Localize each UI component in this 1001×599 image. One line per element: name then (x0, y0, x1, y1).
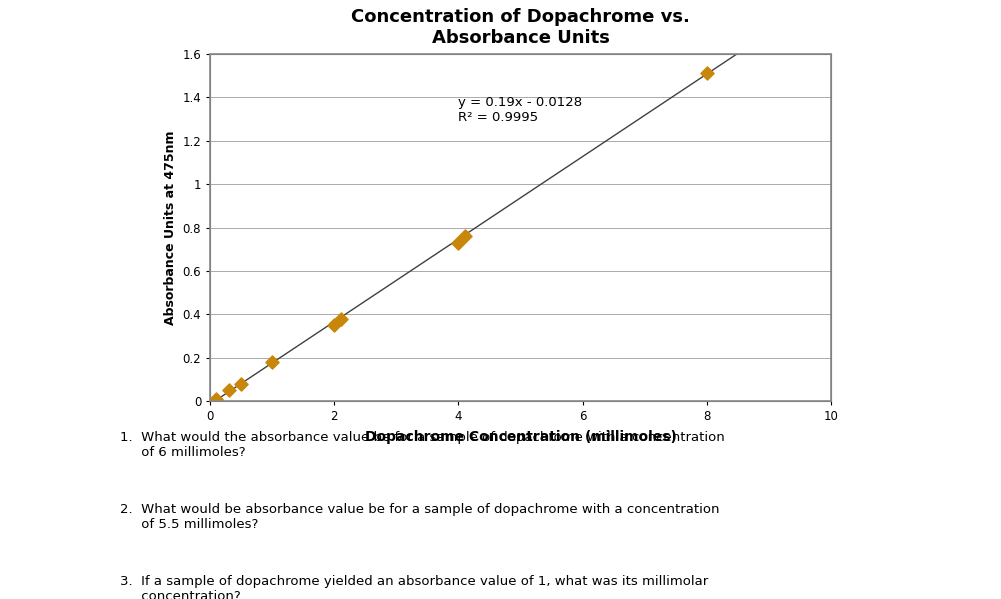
Point (221, 386, 237, 395)
Text: 2.  What would be absorbance value be for a sample of dopachrome with a concentr: 2. What would be absorbance value be for… (120, 503, 720, 531)
X-axis label: Dopachrome Concentration (millimoles): Dopachrome Concentration (millimoles) (364, 430, 677, 444)
Point (450, 238, 466, 247)
Point (332, 314, 348, 323)
Point (233, 379, 249, 389)
Point (326, 320, 342, 330)
Y-axis label: Absorbance Units at 475nm: Absorbance Units at 475nm (164, 131, 177, 325)
Text: y = 0.19x - 0.0128
R² = 0.9995: y = 0.19x - 0.0128 R² = 0.9995 (458, 96, 583, 123)
Point (208, 394, 224, 404)
Title: Concentration of Dopachrome vs.
Absorbance Units: Concentration of Dopachrome vs. Absorban… (351, 8, 690, 47)
Text: 1.  What would the absorbance value be for a sample of dopachrome with a concent: 1. What would the absorbance value be fo… (120, 431, 725, 459)
Point (264, 358, 280, 367)
Point (456, 232, 472, 241)
Point (699, 69, 715, 78)
Text: 3.  If a sample of dopachrome yielded an absorbance value of 1, what was its mil: 3. If a sample of dopachrome yielded an … (120, 575, 709, 599)
